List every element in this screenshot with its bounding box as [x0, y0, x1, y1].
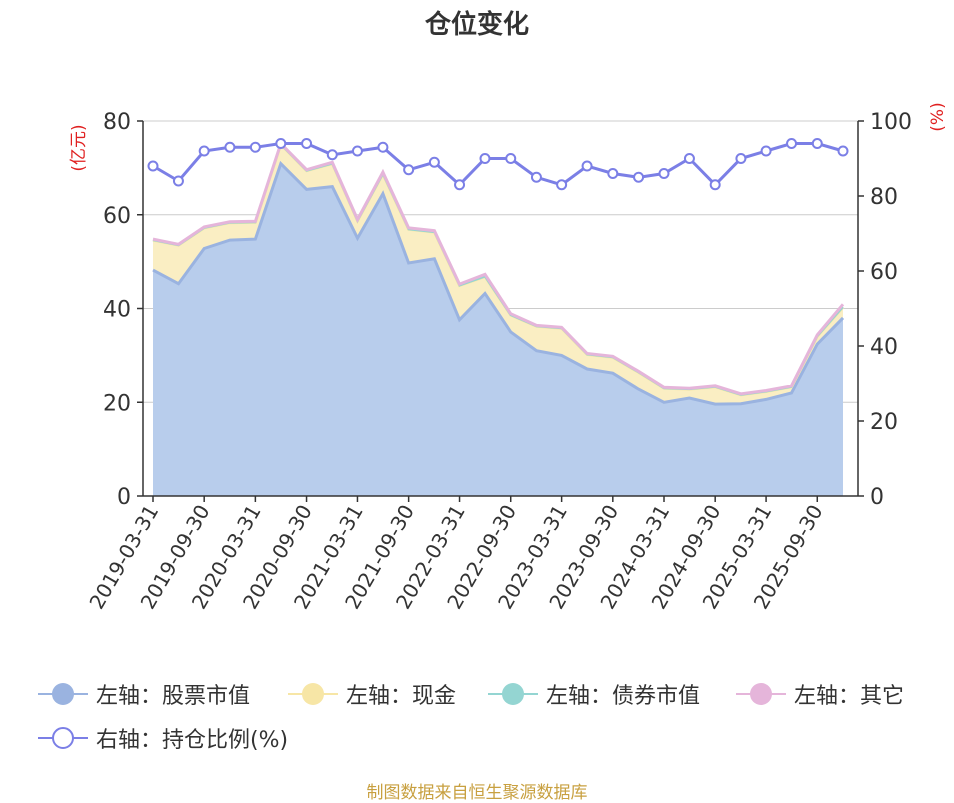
ratio-point [530, 171, 542, 183]
ratio-point [428, 156, 440, 168]
legend-item-ratio[interactable]: 右轴：持仓比例(%) [38, 722, 288, 754]
legend-item-stock[interactable]: 左轴：股票市值 [38, 678, 250, 710]
ratio-point [658, 168, 670, 179]
right-tick-label: 80 [870, 185, 898, 210]
legend-marker-cash [288, 683, 338, 705]
ratio-point [811, 138, 823, 149]
line-series [152, 140, 845, 406]
ratio-point [403, 164, 415, 176]
chart-title: 仓位变化 [424, 10, 529, 40]
left-tick-label: 80 [103, 110, 131, 135]
ratio-point [786, 138, 798, 149]
ratio-point [147, 160, 159, 172]
other-line [152, 140, 845, 396]
stock-area [153, 163, 843, 496]
legend-marker-other [736, 683, 786, 705]
legend-label-stock: 左轴：股票市值 [96, 684, 251, 709]
ratio-point [760, 145, 772, 157]
legend-label-cash: 左轴：现金 [346, 684, 457, 709]
left-tick-label: 0 [117, 485, 131, 510]
legend-label-other: 左轴：其它 [794, 684, 905, 709]
legend-item-bond[interactable]: 左轴：债券市值 [488, 678, 700, 710]
ratio-point [172, 175, 184, 187]
ratio-point [301, 138, 313, 149]
ratio-point [709, 179, 721, 191]
ratio-line [152, 142, 844, 187]
ratio-point [454, 179, 466, 191]
right-tick-label: 100 [870, 110, 912, 135]
legend-item-other[interactable]: 左轴：其它 [736, 678, 904, 710]
legend-label-ratio: 右轴：持仓比例(%) [96, 728, 289, 753]
ratio-point [607, 168, 619, 179]
source-note: 制图数据来自恒生聚源数据库 [366, 783, 588, 803]
ratio-point [198, 145, 210, 157]
stock-line [152, 160, 845, 406]
right-tick-label: 60 [870, 260, 898, 285]
legend-marker-ratio [38, 727, 88, 749]
legend-marker-stock [38, 683, 88, 705]
area-series [153, 143, 843, 496]
right-axis-unit: (%) [928, 102, 948, 131]
right-tick-label: 40 [870, 335, 898, 360]
ratio-point [377, 141, 389, 153]
legend-item-cash[interactable]: 左轴：现金 [288, 678, 456, 710]
ratio-point [581, 160, 593, 172]
ratio-point [326, 149, 338, 161]
ratio-point [633, 171, 645, 183]
left-tick-label: 40 [103, 298, 131, 323]
ratio-point [505, 153, 517, 164]
ratio-point [683, 153, 695, 164]
ratio-point [479, 153, 491, 164]
ratio-point [275, 138, 287, 149]
ratio-point [224, 141, 236, 153]
ratio-point [735, 153, 747, 164]
ratio-point [249, 141, 261, 153]
ratio-point [837, 145, 849, 157]
legend-label-bond: 左轴：债券市值 [546, 684, 701, 709]
ratio-point [351, 145, 363, 157]
ratio-markers [147, 138, 849, 191]
left-tick-label: 60 [103, 204, 131, 229]
right-tick-label: 0 [870, 485, 884, 510]
ratio-point [556, 179, 568, 191]
right-tick-label: 20 [870, 410, 898, 435]
left-tick-label: 20 [103, 391, 131, 416]
legend-marker-bond [488, 683, 538, 705]
left-axis-unit: (亿元) [69, 124, 89, 171]
